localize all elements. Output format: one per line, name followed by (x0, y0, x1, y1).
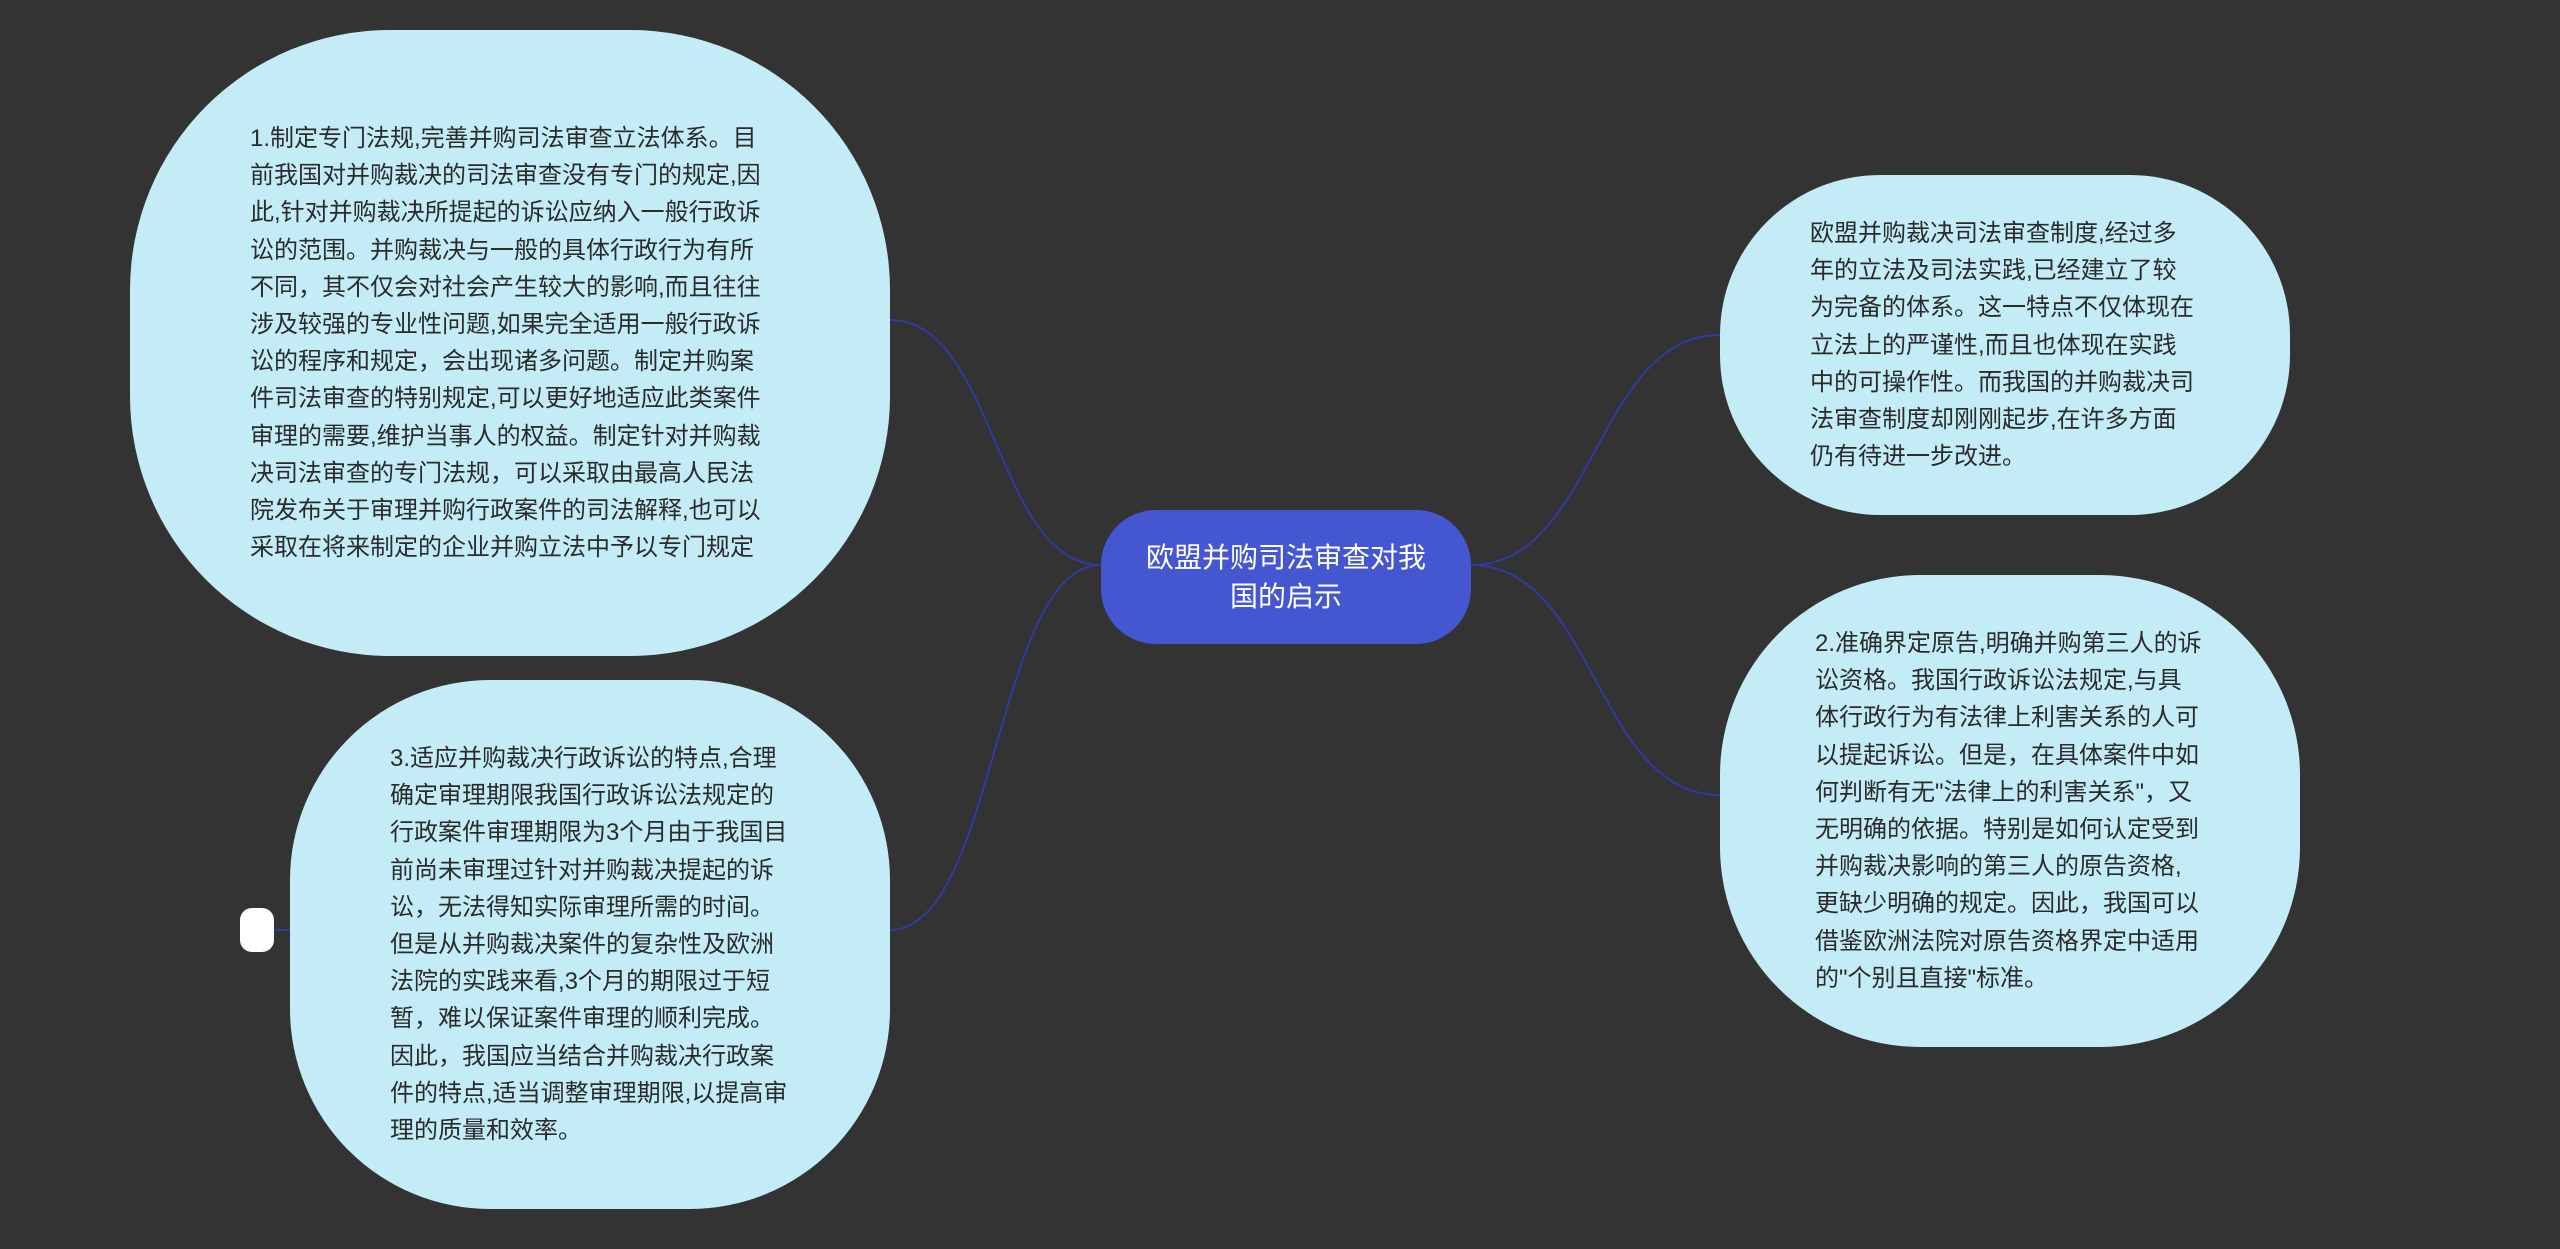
node-top-right[interactable]: 欧盟并购裁决司法审查制度,经过多年的立法及司法实践,已经建立了较为完备的体系。这… (1720, 175, 2290, 515)
node-bottom-left[interactable]: 3.适应并购裁决行政诉讼的特点,合理确定审理期限我国行政诉讼法规定的行政案件审理… (290, 680, 890, 1209)
node-top-left[interactable]: 1.制定专门法规,完善并购司法审查立法体系。目前我国对并购裁决的司法审查没有专门… (130, 30, 890, 656)
center-node[interactable]: 欧盟并购司法审查对我国的启示 (1101, 510, 1471, 644)
mindmap-canvas: .cn u 欧盟并购司法审查对我国的启示 1.制定专门法规,完善并购司法审查立法… (0, 0, 2560, 1249)
stub-node (240, 908, 274, 952)
node-bottom-right[interactable]: 2.准确界定原告,明确并购第三人的诉讼资格。我国行政诉讼法规定,与具体行政行为有… (1720, 575, 2300, 1047)
